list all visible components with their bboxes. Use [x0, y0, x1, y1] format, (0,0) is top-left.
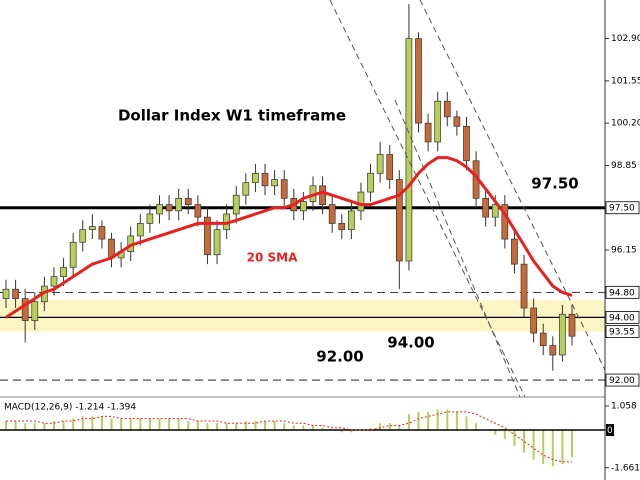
level-label: 97.50: [609, 204, 635, 214]
candle-body: [482, 197, 490, 218]
candle-body: [88, 226, 96, 231]
candle-body: [348, 210, 355, 231]
y-tick-label: 101.55: [611, 76, 640, 86]
macd-tick-label: 1.058: [611, 401, 637, 411]
sma-line: [5, 156, 573, 319]
chart-title: Dollar Index W1 timeframe: [118, 107, 346, 125]
candle-body: [453, 116, 461, 127]
candle-body: [2, 288, 10, 299]
macd-signal: [6, 411, 572, 463]
candle-body: [213, 229, 221, 256]
macd-label: MACD(12,26,9) -1.214 -1.394: [4, 403, 136, 413]
candle-body: [261, 172, 269, 187]
candle-body: [511, 238, 518, 265]
candle-body: [367, 172, 374, 193]
y-tick-label: 102.90: [611, 34, 640, 44]
y-tick-label: 96.15: [611, 246, 637, 256]
channel-line: [394, 99, 521, 398]
candle-body: [395, 179, 403, 262]
candle-body: [165, 204, 173, 212]
y-tick-label: 98.85: [611, 161, 637, 171]
candle-body: [232, 194, 240, 215]
candle-body: [69, 241, 77, 268]
candle-body: [252, 172, 259, 184]
level-label: 94.80: [609, 288, 635, 298]
level-label: 94.00: [609, 313, 635, 323]
candle-body: [443, 100, 451, 118]
candle-body: [79, 229, 87, 243]
candle-body: [194, 204, 202, 218]
candle-body: [328, 204, 336, 224]
candle-body: [204, 216, 211, 256]
candle-body: [98, 226, 106, 240]
candle-body: [156, 204, 163, 215]
candle-body: [319, 185, 326, 205]
level-label-box: [605, 325, 640, 338]
annotation: 94.00: [387, 334, 434, 352]
candle-body: [376, 154, 384, 174]
level-label: 92.00: [609, 376, 635, 386]
front-layer: 102.90 101.55 100.20 98.85 96.15 97.50 94.80 94…: [0, 34, 640, 473]
candle-body: [136, 223, 144, 237]
candle-body: [415, 38, 422, 124]
annotation: 97.50: [531, 175, 578, 193]
y-tick-label: 100.20: [611, 119, 640, 129]
channel-line: [419, 0, 606, 371]
level-label-box: [605, 285, 640, 299]
candle-body: [50, 276, 58, 287]
candle-body: [434, 100, 442, 143]
level-label-box: [605, 311, 640, 324]
macd-zero-box: [606, 424, 614, 437]
candle-body: [280, 179, 288, 199]
candle-body: [242, 182, 250, 196]
candle-body: [184, 197, 192, 205]
candle-body: [175, 197, 183, 212]
macd-tick-label: 0: [607, 426, 613, 436]
candle-body: [520, 263, 528, 309]
candle-body: [559, 313, 566, 356]
candle-body: [386, 154, 394, 180]
annotation: 20 SMA: [247, 251, 298, 265]
candle-body: [271, 179, 278, 187]
candle-body: [424, 122, 432, 143]
candle-body: [539, 332, 547, 346]
annotation: 92.00: [316, 348, 363, 366]
back-layer: [0, 4, 605, 467]
candle-body: [530, 307, 537, 334]
candle-body: [491, 204, 499, 218]
level-label-box: [605, 201, 640, 215]
level-label: 93.55: [609, 328, 635, 338]
candle-body: [12, 288, 19, 299]
candle-body: [357, 191, 365, 212]
candle-body: [463, 125, 470, 162]
candle-body: [300, 201, 307, 212]
candle-body: [501, 204, 509, 240]
candle-body: [146, 213, 154, 224]
candle-body: [338, 223, 346, 231]
candle-body: [549, 345, 557, 356]
candle-body: [405, 38, 413, 262]
level-label-box: [605, 373, 640, 387]
candle-body: [568, 313, 576, 337]
candle-body: [31, 301, 39, 321]
support-zone: [0, 300, 605, 332]
macd-tick-label: -1.661: [611, 463, 640, 473]
candle-body: [21, 298, 29, 321]
candle-body: [60, 266, 67, 278]
channel-line: [329, 0, 526, 398]
